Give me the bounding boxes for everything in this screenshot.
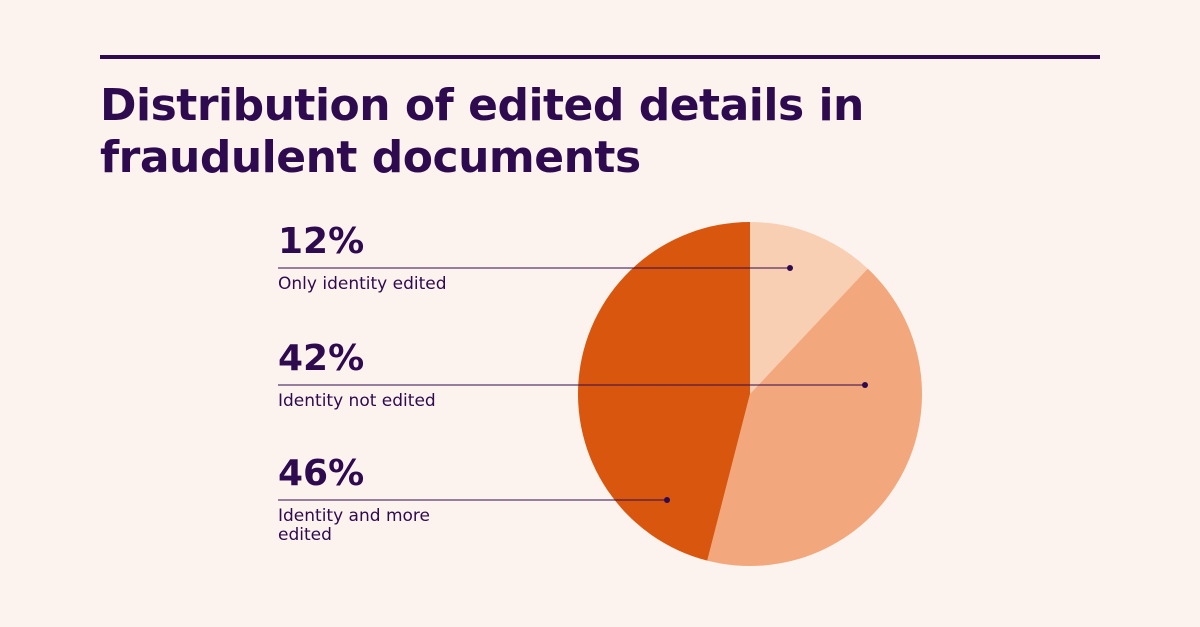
value-label: 12%	[278, 221, 365, 262]
category-label: Identity not edited	[278, 391, 436, 411]
pie-slice	[750, 222, 868, 394]
leader-dot	[862, 382, 868, 388]
pie-slice	[707, 268, 923, 567]
leader-dot	[787, 265, 793, 271]
value-label: 46%	[278, 453, 365, 494]
leader-dot	[664, 497, 670, 503]
pie-slice	[578, 222, 750, 561]
chart-title: Distribution of edited details in fraudu…	[100, 80, 864, 183]
value-label: 42%	[278, 338, 365, 379]
category-label: Identity and more edited	[278, 506, 430, 545]
category-label: Only identity edited	[278, 274, 447, 294]
top-rule	[100, 55, 1100, 59]
